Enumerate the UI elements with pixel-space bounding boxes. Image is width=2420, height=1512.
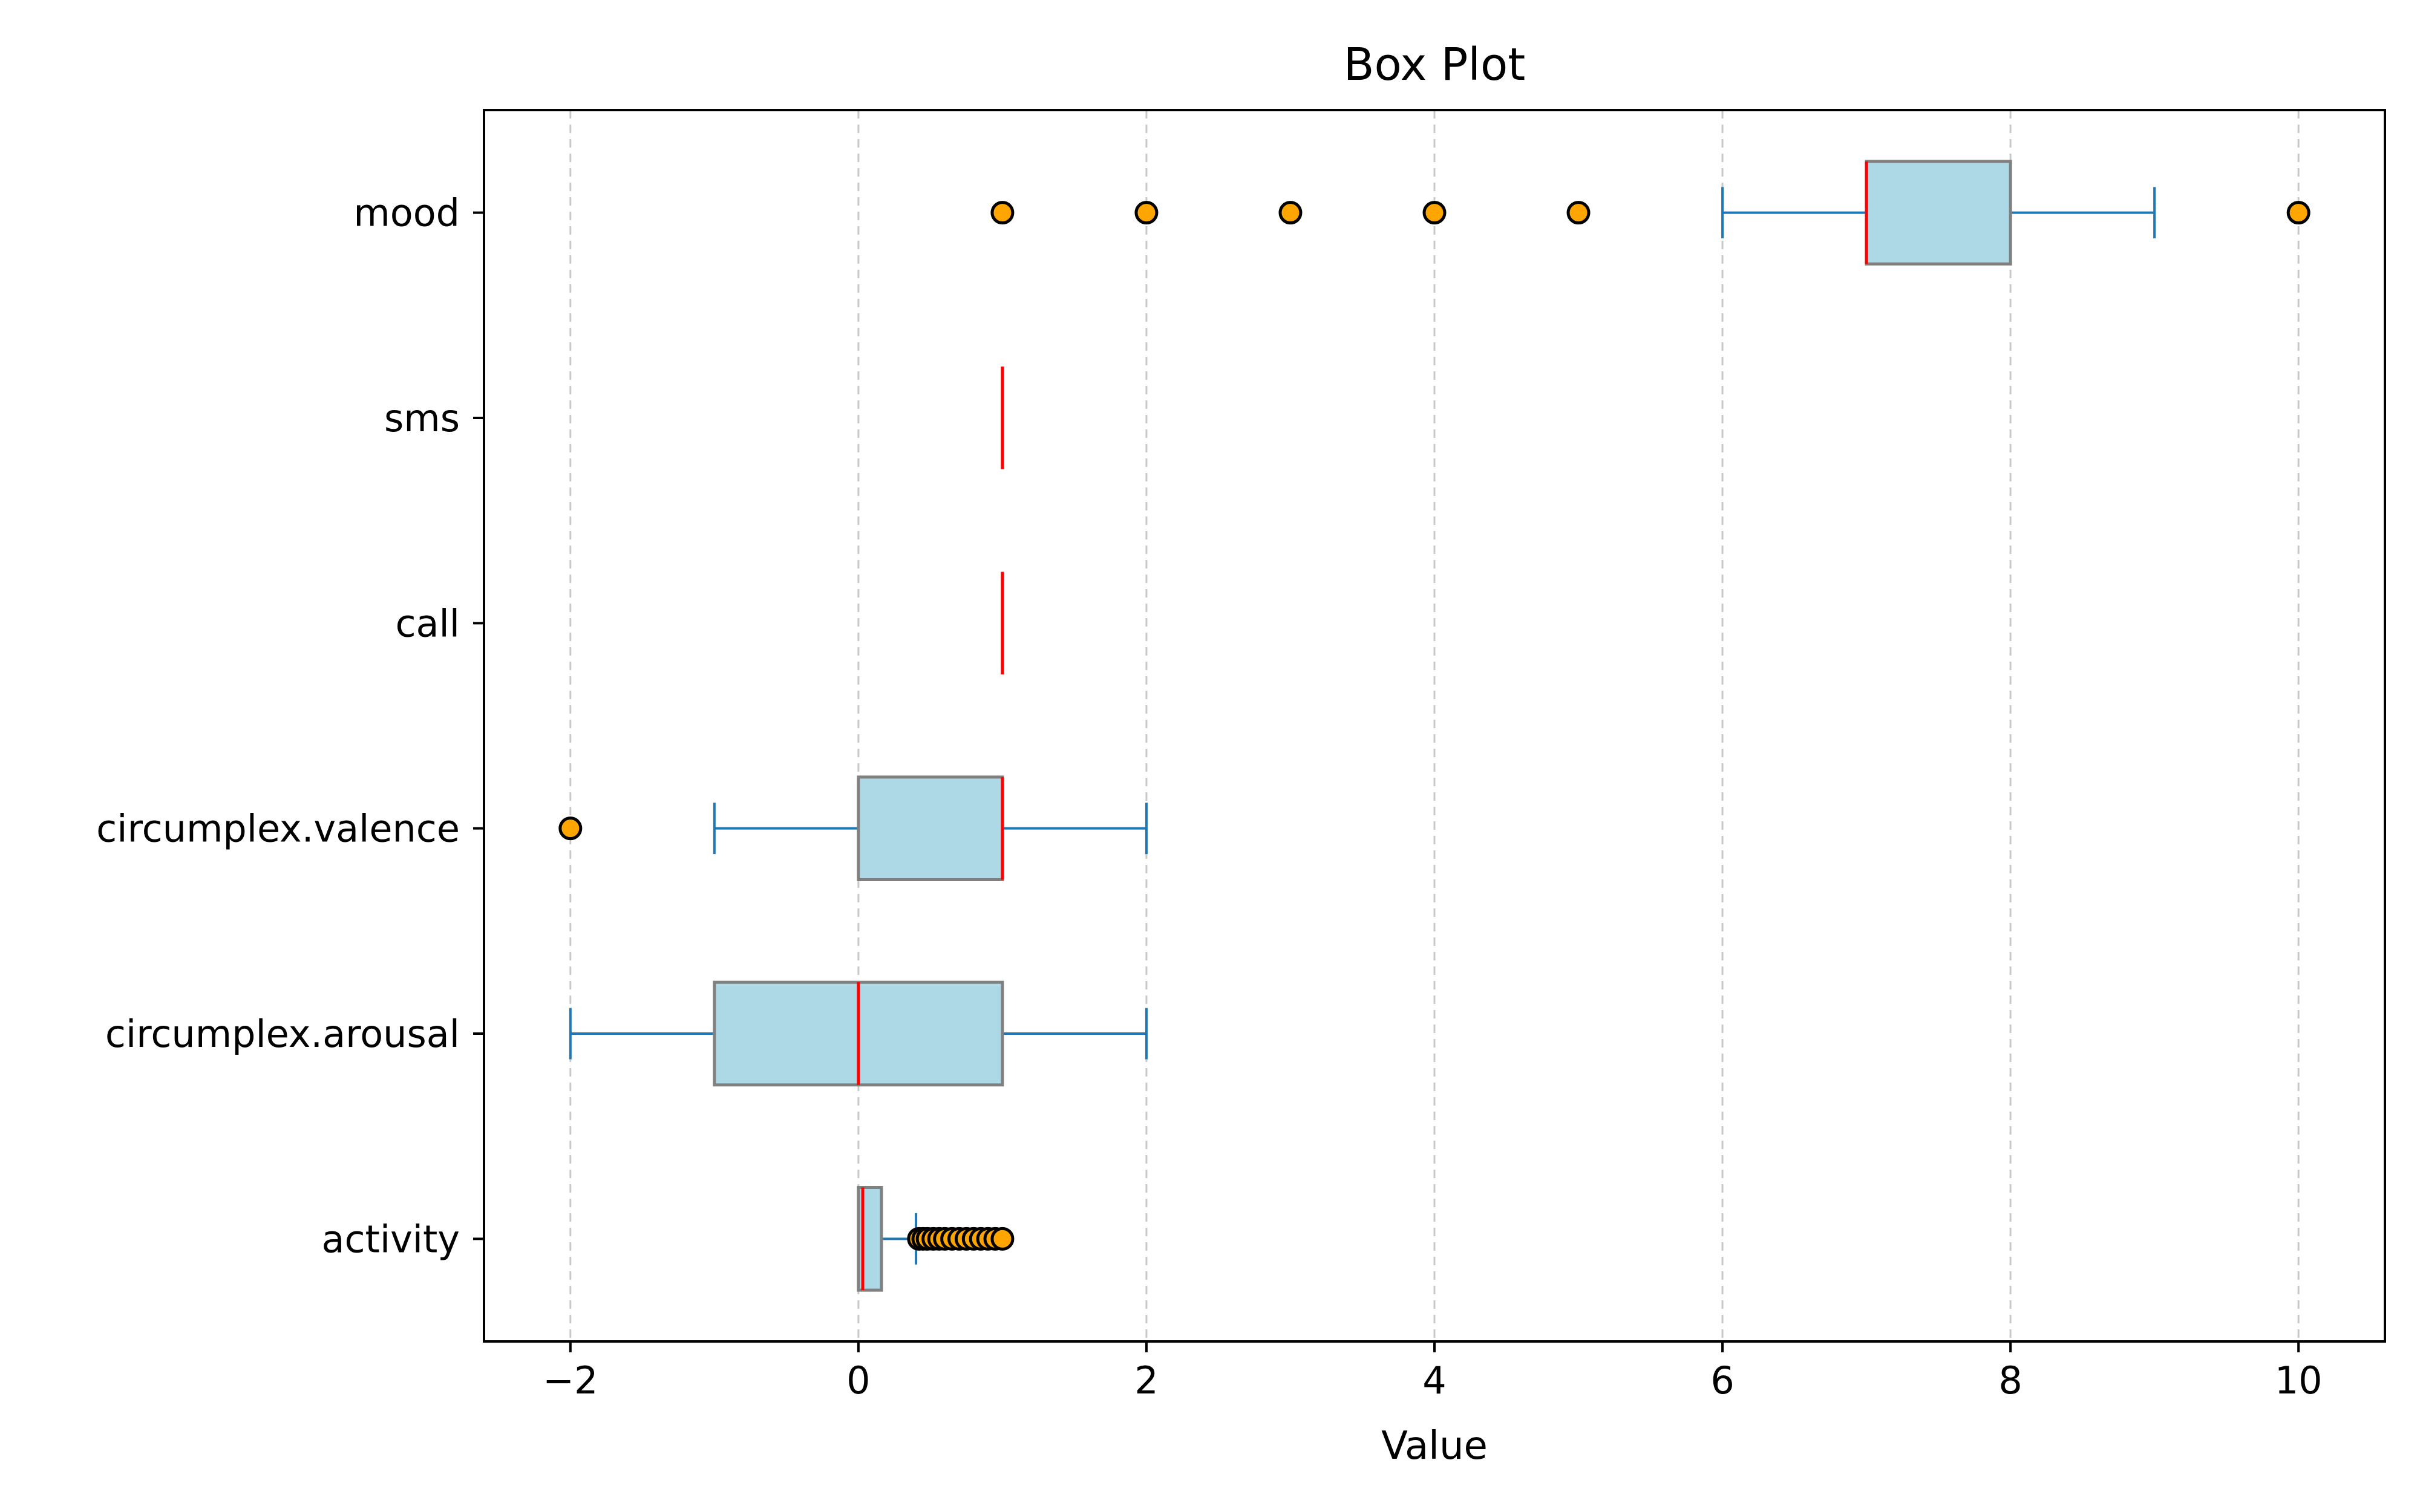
outlier-point: [990, 1227, 1015, 1251]
chart-title: Box Plot: [1344, 39, 1526, 91]
x-tick-label: 2: [1134, 1358, 1158, 1403]
box-iqr: [1865, 160, 2012, 266]
y-tick-label: call: [395, 601, 460, 645]
outlier-point: [2286, 201, 2310, 225]
x-tick-label: 8: [1998, 1358, 2022, 1403]
outlier-point: [1566, 201, 1591, 225]
x-axis-label: Value: [1381, 1424, 1488, 1468]
x-tick-label: 6: [1710, 1358, 1734, 1403]
box-group-activity: [857, 1186, 1015, 1292]
y-tick-label: activity: [321, 1217, 460, 1261]
boxes: [558, 160, 2310, 1292]
grid-lines: [569, 110, 2300, 1341]
x-tick-label: 0: [846, 1358, 870, 1403]
outlier-point: [990, 201, 1015, 225]
y-tick-label: mood: [353, 191, 460, 235]
x-tick-label: −2: [543, 1358, 598, 1403]
outlier-point: [1134, 201, 1159, 225]
y-tick-label: circumplex.valence: [96, 807, 460, 851]
y-axis-ticks: activity circumplex.arousal circumplex.val…: [96, 191, 484, 1261]
outlier-point: [1422, 201, 1447, 225]
x-axis-ticks: −2 0 2 4 6 8 10: [543, 1341, 2323, 1403]
outlier-point: [1278, 201, 1303, 225]
x-tick-label: 4: [1422, 1358, 1446, 1403]
y-tick-label: sms: [384, 396, 460, 440]
box-iqr: [857, 775, 1004, 882]
box-group-circumplex-arousal: [569, 980, 1148, 1087]
x-tick-label: 10: [2275, 1358, 2323, 1403]
box-group-circumplex-valence: [558, 775, 1148, 882]
outlier-point: [558, 816, 583, 841]
y-tick-label: circumplex.arousal: [105, 1012, 460, 1056]
box-group-mood: [990, 160, 2310, 266]
